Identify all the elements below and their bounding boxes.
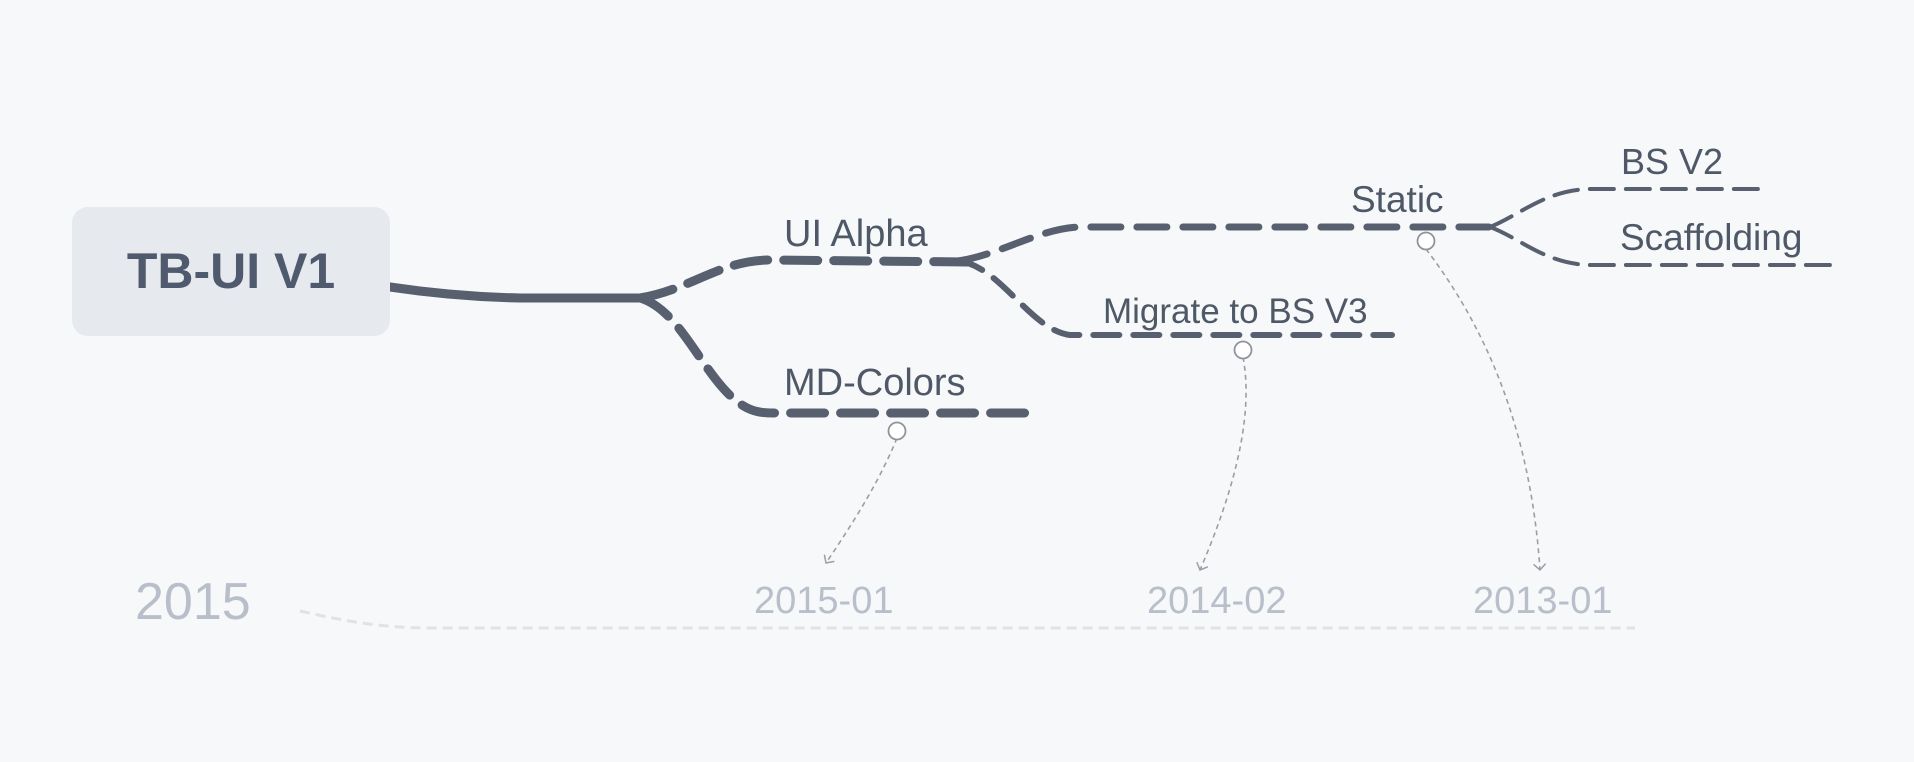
connector-handle-md-colors[interactable] [887,421,907,441]
root-branch [385,282,645,303]
branch-ui-alpha [635,255,975,303]
branch-migrate [955,258,1395,338]
timeline-date-md-colors: 2015-01 [754,580,894,622]
branch-scaffolding [1488,225,1838,267]
connector-handle-migrate[interactable] [1233,340,1253,360]
node-static[interactable]: Static [1351,179,1444,220]
node-ui-alpha[interactable]: UI Alpha [784,213,928,255]
root-node[interactable] [72,207,390,336]
connector-handle-static[interactable] [1416,231,1436,251]
branch-bs-v2 [1488,187,1762,229]
node-bs-v2[interactable]: BS V2 [1621,141,1724,182]
root-node-label[interactable]: TB-UI V1 [126,243,336,299]
branch-static [954,223,1494,265]
node-scaffolding[interactable]: Scaffolding [1620,217,1803,258]
timeline-date-migrate: 2014-02 [1147,580,1287,622]
date-connector-migrate [1196,356,1247,571]
timeline-date-static: 2013-01 [1473,580,1613,622]
node-md-colors[interactable]: MD-Colors [784,362,966,404]
date-connector-static [1425,248,1547,572]
date-connector-md-colors [823,437,898,564]
node-migrate-to-bs-v3[interactable]: Migrate to BS V3 [1103,292,1368,331]
timeline-axis [299,609,1635,630]
branch-md-colors [635,293,1045,418]
timeline-year: 2015 [135,573,251,631]
